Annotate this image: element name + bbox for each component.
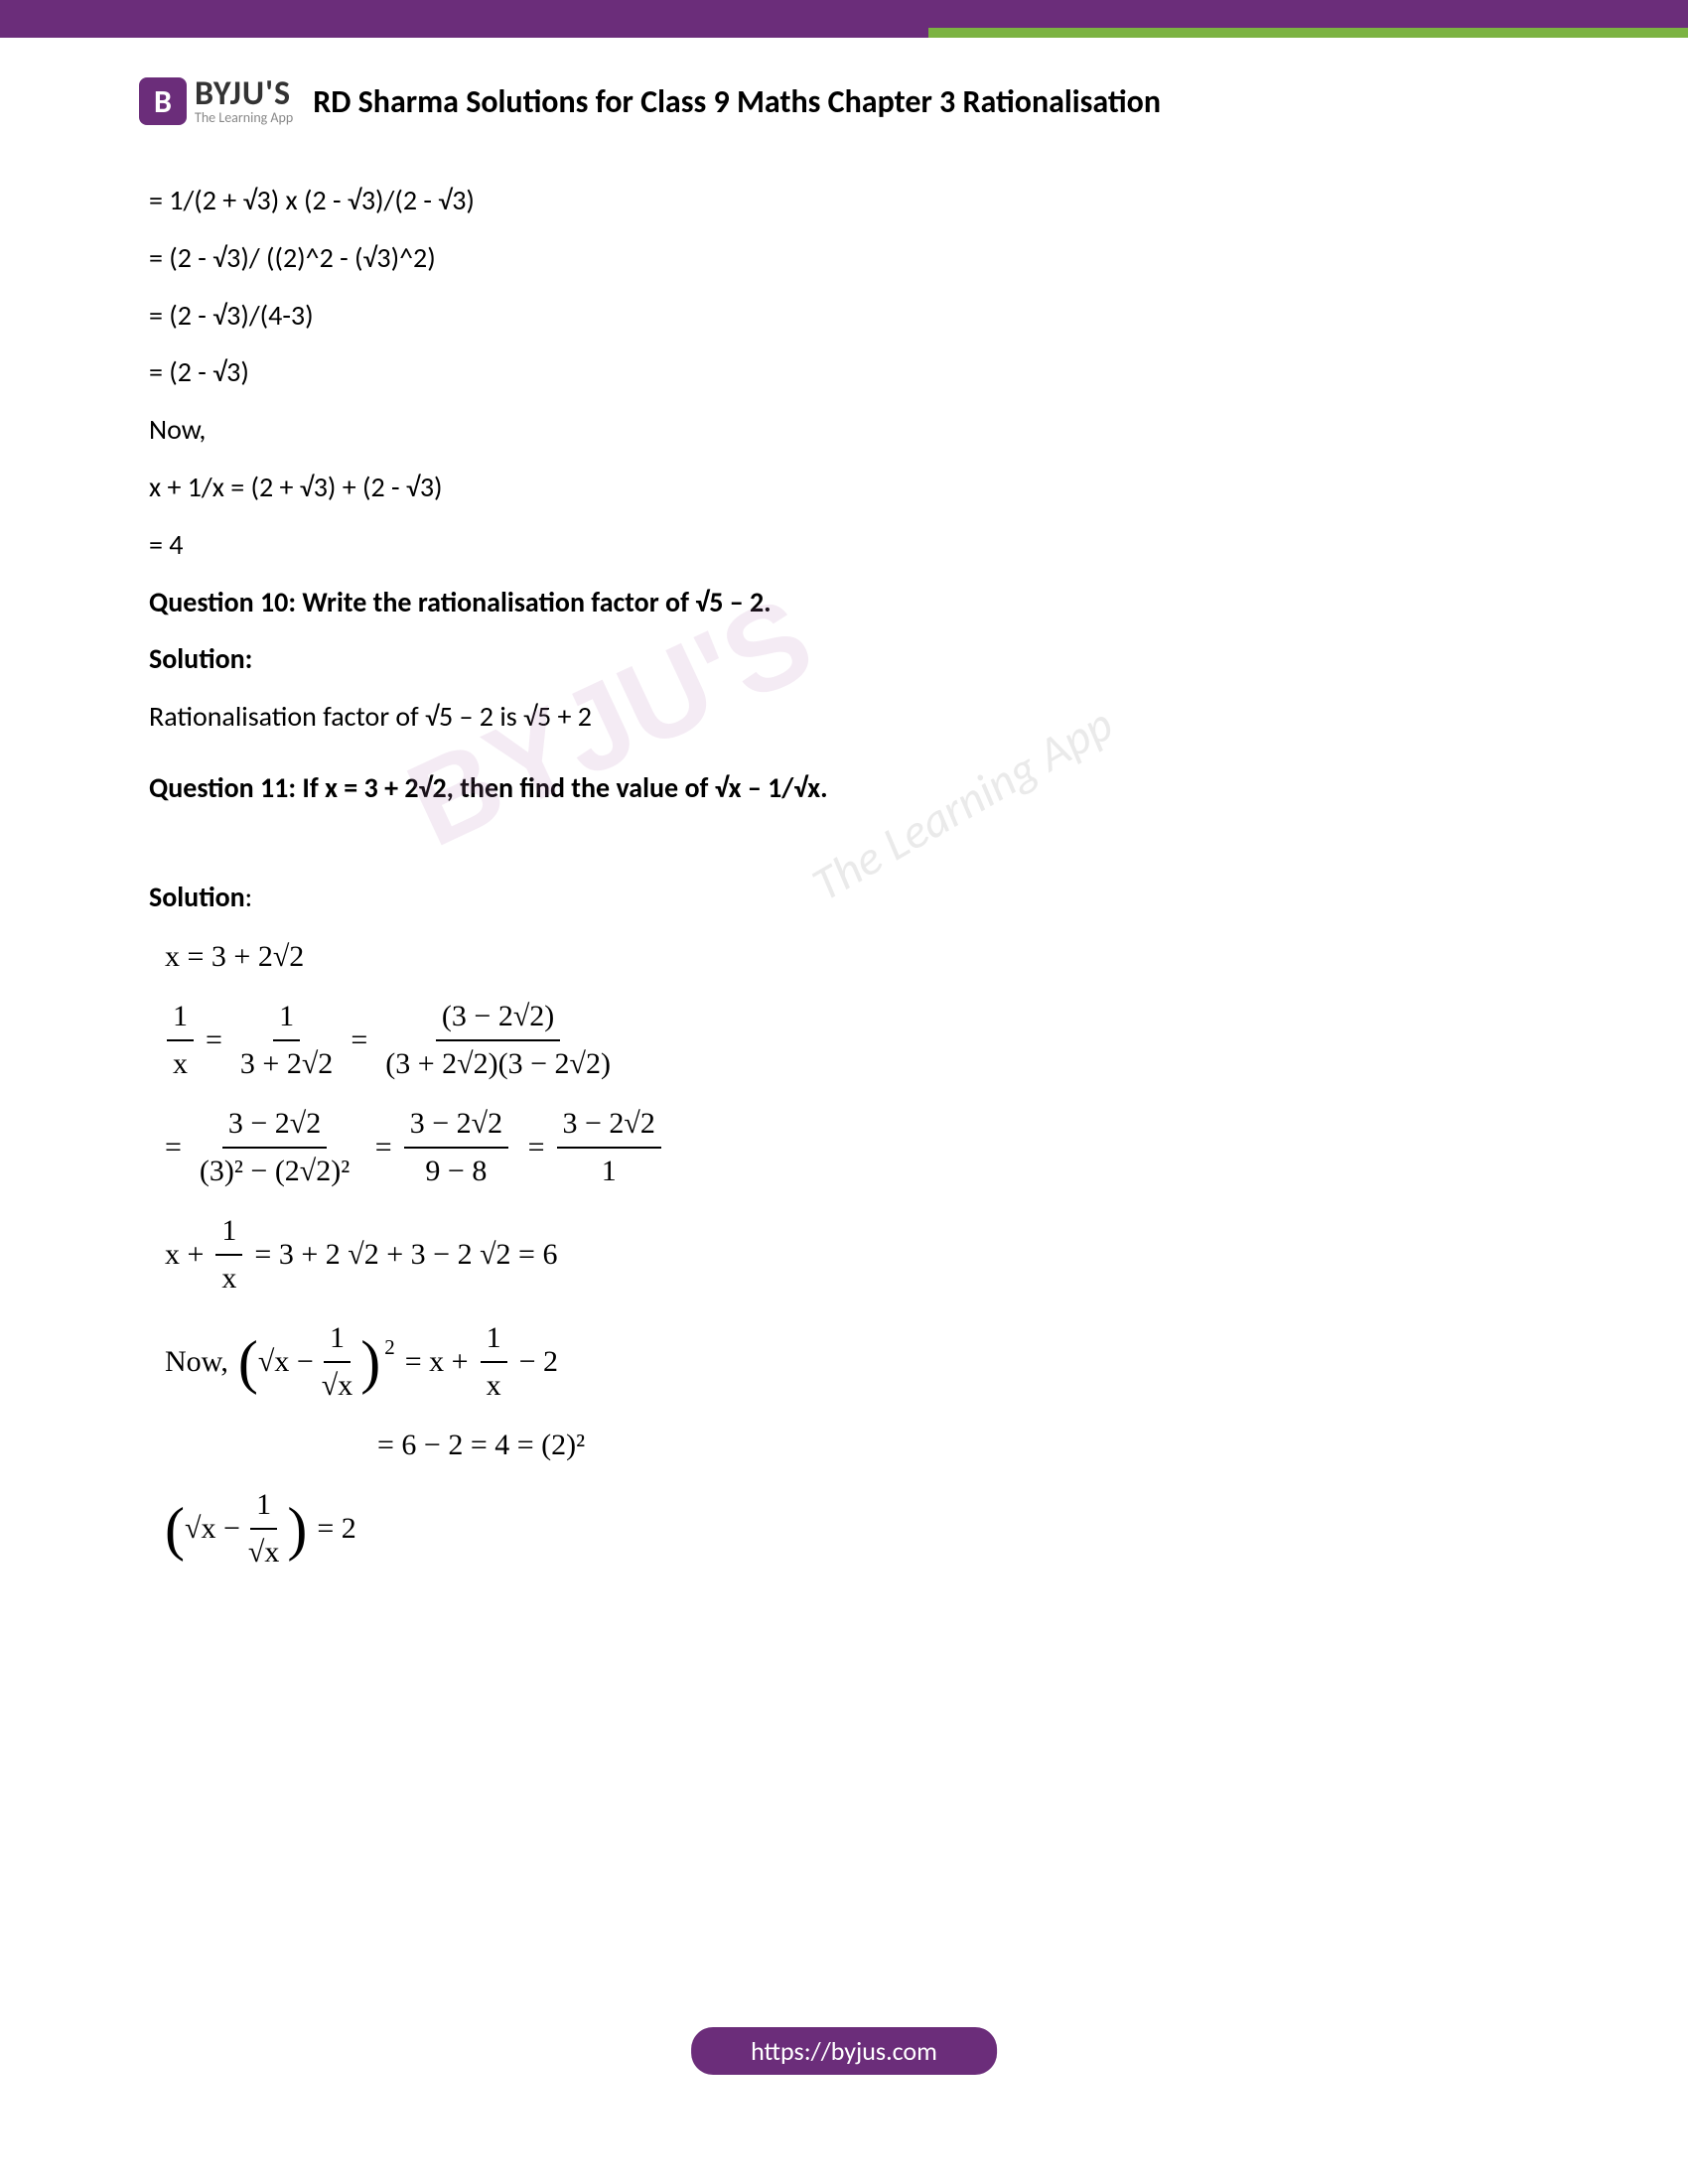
math-line: Now, ( √x − 1 √x ) 2 = x + 1 x − 2 [165, 1317, 1539, 1407]
left-paren-icon: ( [165, 1505, 185, 1553]
denominator: (3)² − (2√2)² [194, 1149, 355, 1192]
numerator: 3 − 2√2 [404, 1103, 508, 1149]
fraction: 1 √x [316, 1317, 358, 1407]
footer-url[interactable]: https://byjus.com [691, 2027, 997, 2075]
top-bar [0, 0, 1688, 28]
now-text: Now, [165, 1341, 228, 1383]
equals: = [351, 1020, 367, 1061]
exponent: 2 [384, 1333, 395, 1362]
eq-line: = (2 - √3)/ ((2)^2 - (√3)^2) [149, 232, 1539, 284]
fraction: 3 − 2√2 1 [557, 1103, 661, 1192]
numerator: 1 [273, 996, 300, 1041]
numerator: 3 − 2√2 [222, 1103, 327, 1149]
logo-icon: B [139, 77, 187, 125]
logo-sub: The Learning App [195, 111, 293, 125]
math-frac-line: 1 x = 1 3 + 2√2 = (3 − 2√2) (3 + 2√2)(3 … [165, 996, 1539, 1085]
right-paren-icon: ) [360, 1338, 380, 1386]
fraction: (3 − 2√2) (3 + 2√2)(3 − 2√2) [379, 996, 617, 1085]
denominator: 1 [596, 1149, 623, 1192]
denominator: 9 − 8 [419, 1149, 492, 1192]
denominator: √x [242, 1530, 285, 1573]
equals: = [165, 1127, 182, 1168]
question-11-title: Question 11: If x = 3 + 2√2, then find t… [149, 762, 1539, 814]
math-frac-line: = 3 − 2√2 (3)² − (2√2)² = 3 − 2√2 9 − 8 … [165, 1103, 1539, 1192]
paren-group: ( √x − 1 √x ) [238, 1317, 380, 1407]
numerator: (3 − 2√2) [436, 996, 560, 1041]
page-title: RD Sharma Solutions for Class 9 Maths Ch… [313, 82, 1549, 121]
header: B BYJU'S The Learning App RD Sharma Solu… [0, 38, 1688, 145]
numerator: 1 [167, 996, 194, 1041]
math-text: = x + [405, 1341, 469, 1383]
fraction: 3 − 2√2 (3)² − (2√2)² [194, 1103, 355, 1192]
math-text: = 3 + 2 √2 + 3 − 2 √2 = 6 [254, 1234, 557, 1276]
numerator: 1 [215, 1210, 242, 1256]
numerator: 3 − 2√2 [557, 1103, 661, 1149]
math-text: = 2 [317, 1508, 355, 1550]
denominator: 3 + 2√2 [234, 1041, 339, 1085]
equals: = [520, 1127, 544, 1168]
math-text: x + [165, 1234, 204, 1276]
eq-line: = 1/(2 + √3) x (2 - √3)/(2 - √3) [149, 175, 1539, 226]
numerator: 1 [250, 1484, 277, 1530]
fraction: 1 x [167, 996, 194, 1085]
fraction: 1 √x [242, 1484, 285, 1573]
solution-label: Solution: [149, 872, 1539, 923]
math-line: = 6 − 2 = 4 = (2)² [377, 1425, 1539, 1466]
math-line: ( √x − 1 √x ) = 2 [165, 1484, 1539, 1573]
logo: B BYJU'S The Learning App [139, 77, 293, 125]
solution-text: Rationalisation factor of √5 – 2 is √5 +… [149, 691, 1539, 743]
content: BYJU'S The Learning App = 1/(2 + √3) x (… [0, 145, 1688, 1573]
denominator: x [167, 1041, 194, 1085]
math-line: x + 1 x = 3 + 2 √2 + 3 − 2 √2 = 6 [165, 1210, 1539, 1299]
denominator: x [215, 1256, 242, 1299]
math-text: √x − [185, 1508, 240, 1550]
denominator: √x [316, 1363, 358, 1407]
eq-line: x + 1/x = (2 + √3) + (2 - √3) [149, 462, 1539, 513]
logo-main: BYJU'S [195, 77, 293, 111]
solution-label-text: Solution [149, 880, 245, 914]
equals: = [206, 1020, 222, 1061]
denominator: (3 + 2√2)(3 − 2√2) [379, 1041, 617, 1085]
fraction: 1 3 + 2√2 [234, 996, 339, 1085]
left-paren-icon: ( [238, 1338, 258, 1386]
math-text: √x − [258, 1341, 314, 1383]
paren-group: ( √x − 1 √x ) [165, 1484, 307, 1573]
logo-text: BYJU'S The Learning App [195, 77, 293, 125]
denominator: x [481, 1363, 507, 1407]
accent-bar [0, 28, 1688, 38]
numerator: 1 [324, 1317, 351, 1363]
math-line: x = 3 + 2√2 [165, 936, 1539, 978]
fraction: 1 x [215, 1210, 242, 1299]
math-text: − 2 [519, 1341, 558, 1383]
text-line: Now, [149, 404, 1539, 456]
equals: = [367, 1127, 391, 1168]
eq-line: = (2 - √3)/(4-3) [149, 290, 1539, 341]
fraction: 1 x [481, 1317, 507, 1407]
eq-line: = 4 [149, 519, 1539, 571]
fraction: 3 − 2√2 9 − 8 [404, 1103, 508, 1192]
solution-label: Solution: [149, 633, 1539, 685]
eq-line: = (2 - √3) [149, 346, 1539, 398]
question-10-title: Question 10: Write the rationalisation f… [149, 577, 1539, 628]
numerator: 1 [481, 1317, 507, 1363]
right-paren-icon: ) [287, 1505, 307, 1553]
